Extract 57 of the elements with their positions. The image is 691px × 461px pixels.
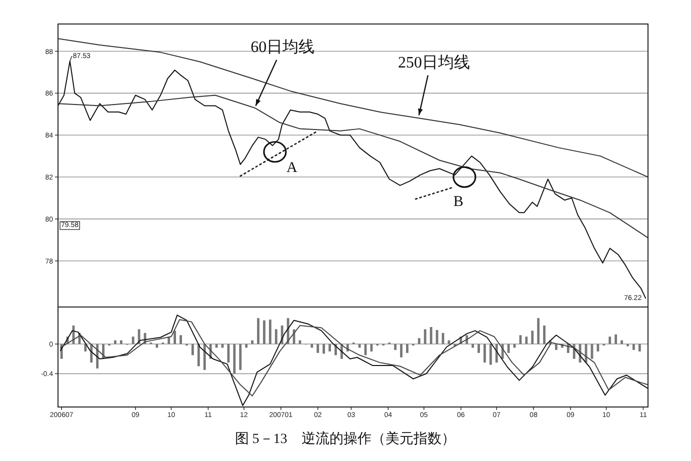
bar (620, 340, 623, 344)
bar (203, 344, 206, 370)
bar (448, 340, 450, 344)
bar (531, 330, 534, 344)
bar (418, 338, 420, 344)
bar (251, 340, 254, 344)
line-series (58, 38, 648, 178)
annotation: 60日均线 (250, 38, 315, 56)
bar (358, 344, 361, 348)
bar (257, 318, 260, 344)
bar (406, 344, 408, 353)
bar (274, 329, 278, 344)
bar (310, 344, 314, 348)
bar (268, 320, 272, 344)
annotation: 250日均线 (398, 53, 470, 72)
bar (525, 336, 528, 344)
bar (484, 344, 486, 363)
bar (132, 336, 134, 344)
bar (495, 344, 498, 363)
bar (400, 344, 402, 358)
bar (614, 334, 618, 344)
bar (424, 329, 426, 344)
bar (608, 336, 612, 344)
bar (316, 344, 320, 353)
bar (197, 344, 200, 366)
bar (239, 344, 242, 370)
bar (114, 340, 116, 344)
bar (263, 320, 266, 344)
bar (84, 344, 87, 352)
bar (489, 344, 492, 365)
bar (478, 344, 480, 353)
bar (322, 344, 325, 354)
bar (174, 330, 176, 344)
line-series (58, 94, 648, 238)
bar (632, 344, 635, 350)
bar (227, 344, 230, 363)
line-series (60, 319, 648, 396)
caption: 图 5－13 逆流的操作（美元指数） (234, 431, 456, 447)
bar (472, 344, 474, 348)
bar (596, 344, 600, 352)
bar (543, 326, 546, 344)
line-series (60, 314, 648, 406)
bar (138, 329, 140, 344)
bar (638, 344, 641, 352)
bar (430, 327, 432, 344)
bar (555, 344, 558, 350)
bar (180, 335, 182, 344)
bar (537, 318, 540, 344)
bar (156, 344, 158, 348)
bar (394, 344, 397, 350)
bar (120, 340, 122, 344)
annotation: B (453, 194, 464, 210)
bar (191, 344, 194, 356)
bar (245, 344, 248, 348)
bar (233, 344, 236, 374)
annotation: A (286, 160, 298, 176)
bar (328, 344, 331, 352)
